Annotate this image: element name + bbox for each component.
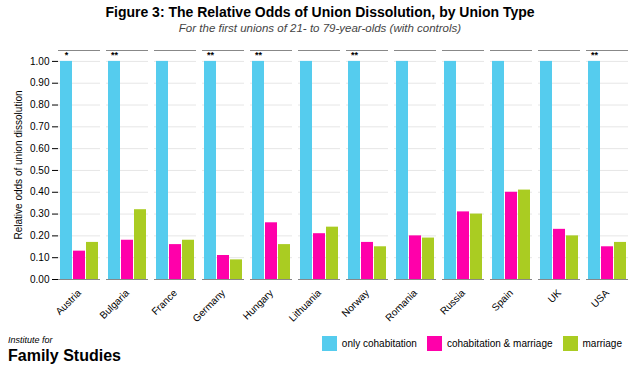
html-text:only cohabitation: only cohabitation (341, 338, 417, 349)
svg-text:**: ** (351, 50, 359, 60)
svg-text:Lithuania: Lithuania (287, 287, 324, 324)
svg-text:UK: UK (546, 287, 564, 305)
svg-text:France: France (149, 287, 179, 317)
svg-text:**: ** (255, 50, 263, 60)
svg-text:0.60: 0.60 (30, 143, 50, 154)
svg-text:Bulgaria: Bulgaria (97, 287, 131, 321)
svg-text:*: * (65, 50, 69, 60)
svg-text:0.80: 0.80 (30, 99, 50, 110)
html-text:Figure 3: The Relative Odds of: Figure 3: The Relative Odds of Union Dis… (105, 4, 535, 20)
svg-text:Norway: Norway (339, 287, 371, 319)
html-text:marriage: marriage (582, 338, 622, 349)
html-text:For the first unions of 21- to: For the first unions of 21- to 79-year-o… (178, 22, 462, 34)
svg-text:0.90: 0.90 (30, 77, 50, 88)
svg-text:0.20: 0.20 (30, 230, 50, 241)
svg-text:Austria: Austria (53, 287, 83, 317)
svg-text:1.00: 1.00 (30, 56, 50, 67)
svg-text:0.00: 0.00 (30, 274, 50, 285)
svg-text:0.40: 0.40 (30, 186, 50, 197)
svg-text:0.70: 0.70 (30, 121, 50, 132)
html-text:cohabitation & marriage: cohabitation & marriage (446, 338, 553, 349)
svg-text:0.30: 0.30 (30, 208, 50, 219)
html-text:Family Studies: Family Studies (8, 347, 121, 364)
svg-text:Hungary: Hungary (241, 287, 276, 322)
svg-text:**: ** (591, 50, 599, 60)
svg-text:0.50: 0.50 (30, 165, 50, 176)
html-text:Institute for: Institute for (8, 335, 53, 345)
svg-text:Germany: Germany (190, 287, 227, 324)
svg-text:Romania: Romania (383, 287, 419, 323)
svg-text:Spain: Spain (489, 287, 515, 313)
svg-text:**: ** (207, 50, 215, 60)
svg-text:USA: USA (589, 287, 612, 310)
svg-text:0.10: 0.10 (30, 252, 50, 263)
svg-text:Relative odds of union dissolu: Relative odds of union dissolution (13, 91, 24, 240)
svg-text:**: ** (111, 50, 119, 60)
svg-text:Russia: Russia (438, 287, 468, 317)
